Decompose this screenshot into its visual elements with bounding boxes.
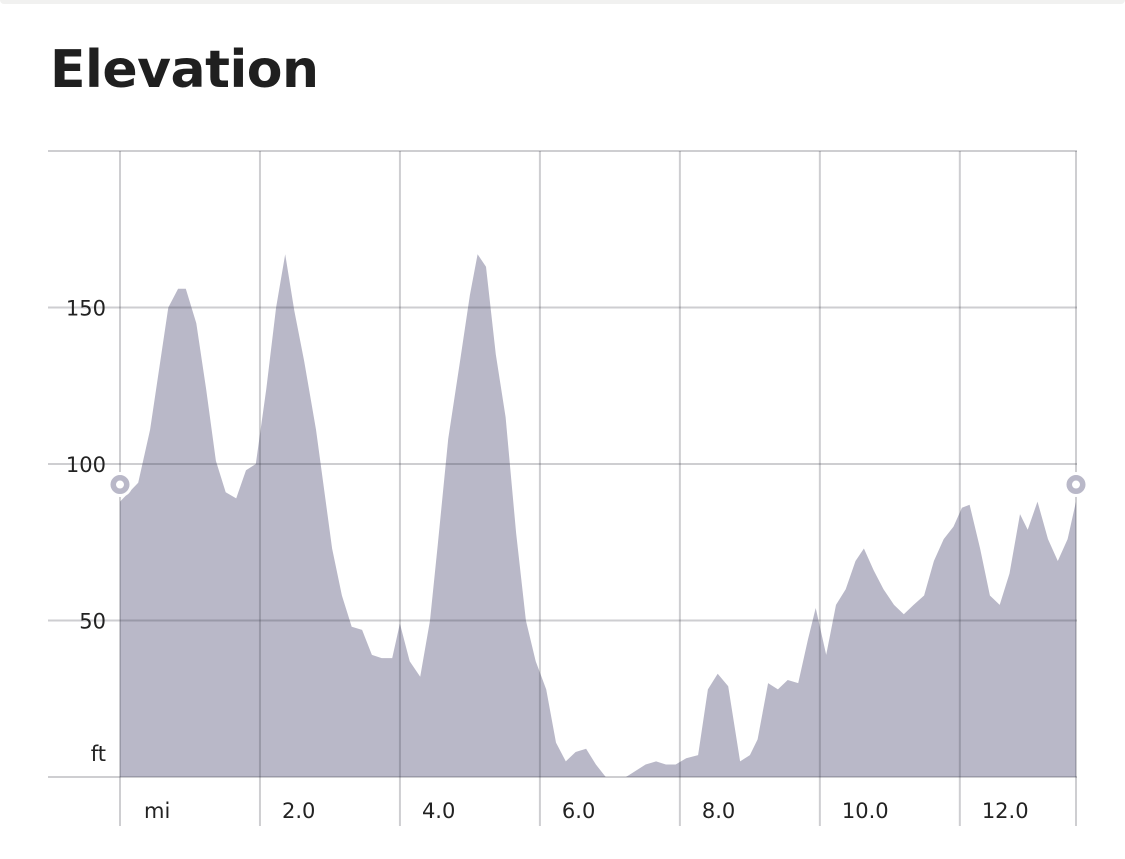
x-tick-label: 2.0	[282, 799, 315, 823]
x-tick-label: 12.0	[982, 799, 1029, 823]
x-tick-label: 6.0	[562, 799, 595, 823]
y-tick-label: ft	[91, 742, 106, 766]
top-bar	[0, 0, 1125, 4]
x-tick-label: mi	[144, 799, 170, 823]
marker-center	[116, 480, 124, 489]
x-tick-label: 10.0	[842, 799, 889, 823]
elevation-area	[120, 254, 1076, 778]
page-title: Elevation	[50, 40, 319, 100]
x-tick-label: 4.0	[422, 799, 455, 823]
y-tick-label: 150	[66, 297, 106, 321]
y-tick-label: 100	[66, 453, 106, 477]
y-tick-label: 50	[79, 610, 106, 634]
x-tick-label: 8.0	[702, 799, 735, 823]
marker-center	[1072, 480, 1080, 489]
